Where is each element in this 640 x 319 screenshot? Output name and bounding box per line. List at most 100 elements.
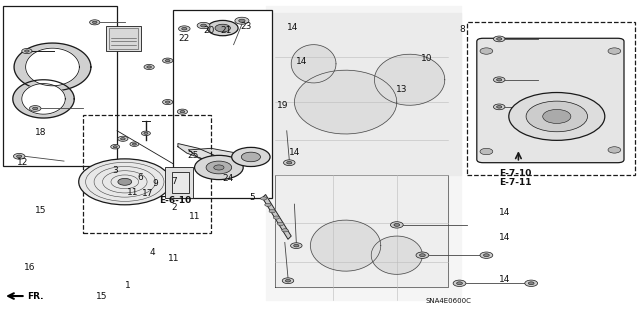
- Circle shape: [179, 26, 190, 32]
- FancyBboxPatch shape: [477, 38, 624, 163]
- Text: 7: 7: [172, 177, 177, 186]
- Circle shape: [394, 223, 400, 226]
- Polygon shape: [294, 70, 397, 134]
- Text: 13: 13: [396, 85, 407, 94]
- Text: 24: 24: [223, 174, 234, 183]
- Circle shape: [608, 147, 621, 153]
- Circle shape: [24, 50, 29, 52]
- Circle shape: [497, 78, 502, 81]
- Circle shape: [260, 197, 267, 200]
- Circle shape: [273, 216, 280, 219]
- Circle shape: [526, 101, 588, 132]
- Circle shape: [241, 152, 260, 162]
- Circle shape: [420, 254, 426, 256]
- Circle shape: [197, 22, 210, 29]
- Text: E-7-11: E-7-11: [499, 178, 532, 187]
- Circle shape: [111, 145, 120, 149]
- Circle shape: [118, 136, 128, 141]
- Text: 9: 9: [152, 179, 158, 188]
- Text: 14: 14: [289, 148, 301, 157]
- Circle shape: [265, 203, 271, 206]
- Circle shape: [132, 143, 136, 145]
- Circle shape: [497, 38, 502, 40]
- Circle shape: [79, 159, 171, 205]
- Circle shape: [195, 155, 243, 180]
- Text: 21: 21: [221, 26, 232, 35]
- Circle shape: [480, 48, 493, 54]
- Circle shape: [13, 153, 25, 159]
- Polygon shape: [275, 175, 448, 287]
- Bar: [172, 172, 189, 193]
- Polygon shape: [189, 148, 240, 163]
- Circle shape: [92, 21, 97, 24]
- Circle shape: [22, 48, 32, 54]
- Polygon shape: [14, 43, 91, 91]
- Circle shape: [480, 148, 493, 155]
- Text: 15: 15: [35, 206, 47, 215]
- Circle shape: [497, 106, 502, 108]
- Circle shape: [180, 110, 185, 113]
- Circle shape: [390, 222, 403, 228]
- Circle shape: [214, 165, 224, 170]
- Circle shape: [457, 282, 463, 285]
- Circle shape: [163, 58, 173, 63]
- Text: 25: 25: [188, 151, 199, 160]
- Text: 8: 8: [460, 25, 465, 34]
- Text: 11: 11: [168, 254, 179, 263]
- Polygon shape: [178, 144, 224, 164]
- Polygon shape: [291, 45, 336, 83]
- Circle shape: [239, 19, 245, 22]
- Text: 3: 3: [112, 166, 118, 175]
- Polygon shape: [310, 220, 381, 271]
- Circle shape: [416, 252, 429, 258]
- Circle shape: [147, 66, 152, 68]
- Text: 11: 11: [189, 212, 200, 221]
- Circle shape: [90, 20, 100, 25]
- Circle shape: [182, 27, 187, 30]
- Bar: [109, 28, 138, 49]
- FancyBboxPatch shape: [165, 167, 193, 198]
- Text: FR.: FR.: [27, 292, 44, 300]
- Circle shape: [201, 24, 206, 27]
- Circle shape: [282, 278, 294, 284]
- Circle shape: [493, 104, 505, 110]
- Circle shape: [33, 107, 38, 110]
- Circle shape: [113, 146, 117, 148]
- Circle shape: [284, 160, 295, 166]
- Circle shape: [509, 93, 605, 140]
- Bar: [3, 6, 117, 166]
- Text: 11: 11: [127, 189, 138, 197]
- Circle shape: [235, 17, 249, 24]
- Text: E-7-10: E-7-10: [499, 169, 532, 178]
- Circle shape: [29, 106, 41, 111]
- Circle shape: [207, 20, 238, 36]
- Circle shape: [525, 280, 538, 286]
- Circle shape: [141, 131, 150, 136]
- Text: 23: 23: [240, 22, 252, 31]
- Circle shape: [493, 77, 505, 83]
- Circle shape: [484, 254, 489, 256]
- Circle shape: [528, 282, 534, 285]
- Text: 15: 15: [96, 292, 108, 301]
- Bar: [106, 26, 141, 51]
- Text: 17: 17: [142, 189, 154, 198]
- Text: 18: 18: [35, 128, 47, 137]
- Text: 14: 14: [287, 23, 298, 32]
- Text: 1: 1: [125, 281, 131, 290]
- Text: 2: 2: [172, 203, 177, 212]
- Text: 19: 19: [276, 101, 288, 110]
- Circle shape: [206, 161, 232, 174]
- Circle shape: [165, 59, 170, 62]
- Circle shape: [165, 101, 170, 103]
- Polygon shape: [266, 13, 461, 175]
- Circle shape: [493, 36, 505, 42]
- Text: 4: 4: [149, 248, 155, 256]
- Polygon shape: [371, 236, 422, 274]
- Circle shape: [130, 142, 139, 146]
- Circle shape: [144, 132, 148, 134]
- Circle shape: [543, 109, 571, 123]
- Circle shape: [480, 252, 493, 258]
- Circle shape: [17, 155, 22, 158]
- Circle shape: [608, 48, 621, 54]
- Bar: [467, 22, 635, 175]
